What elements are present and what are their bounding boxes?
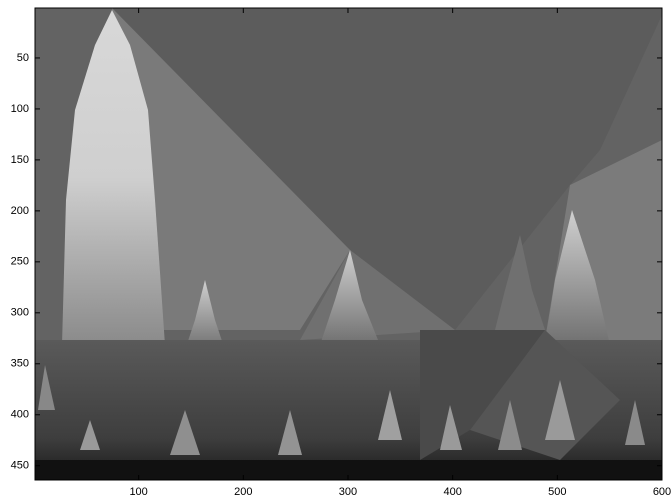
image xyxy=(35,8,662,480)
page: 100 200 300 400 500 600 50 100 150 200 250 300 350 40… xyxy=(0,0,672,501)
y-tick-label: 250 xyxy=(11,256,29,268)
y-tick-label: 300 xyxy=(11,307,29,319)
y-tick-label: 400 xyxy=(11,409,29,421)
y-tick-label: 150 xyxy=(11,154,29,166)
y-tick-label: 200 xyxy=(11,205,29,217)
x-tick-label: 200 xyxy=(234,486,252,498)
x-tick-label: 300 xyxy=(339,486,357,498)
y-tick-label: 350 xyxy=(11,358,29,370)
y-tick-label: 450 xyxy=(11,460,29,472)
x-tick-label: 100 xyxy=(129,486,147,498)
bottom-strip xyxy=(35,460,662,480)
chart: 100 200 300 400 500 600 50 100 150 200 250 300 350 40… xyxy=(0,0,672,501)
x-tick-label: 400 xyxy=(443,486,461,498)
y-tick-label: 100 xyxy=(11,103,29,115)
x-tick-label: 500 xyxy=(548,486,566,498)
x-tick-label: 600 xyxy=(653,486,671,498)
y-tick-label: 50 xyxy=(17,52,29,64)
